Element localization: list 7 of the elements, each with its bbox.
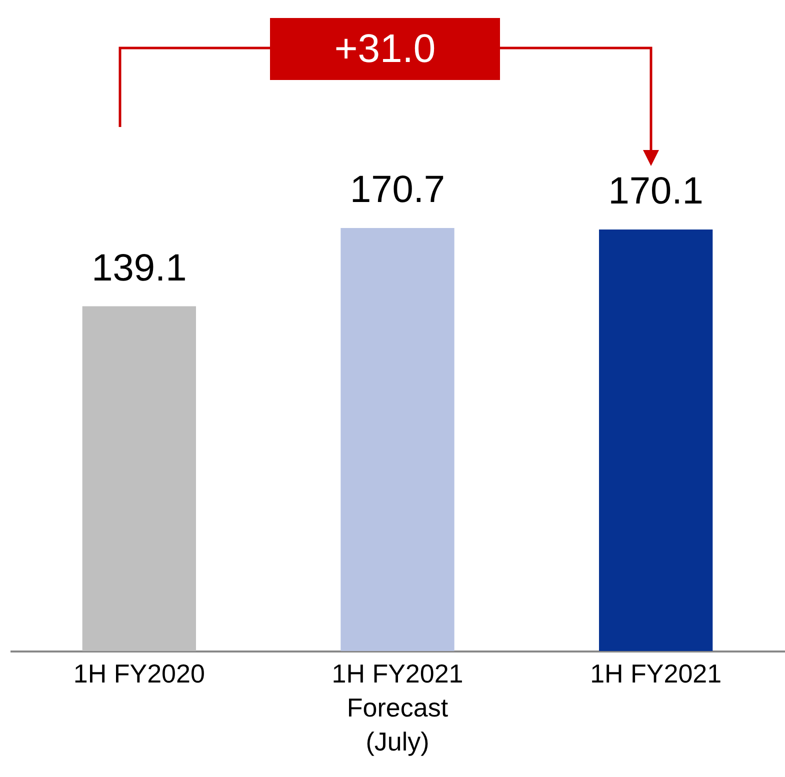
x-tick-label: 1H FY2020 xyxy=(73,658,205,688)
text: +31.0 xyxy=(270,18,500,80)
data-label: 170.7 xyxy=(350,169,446,211)
x-tick-label: 1H FY2021 xyxy=(590,658,722,688)
x-tick-label: 1H FY2021 Forecast (July) xyxy=(332,658,464,756)
data-label: 139.1 xyxy=(92,247,187,290)
data-label: 170.1 xyxy=(608,170,704,212)
